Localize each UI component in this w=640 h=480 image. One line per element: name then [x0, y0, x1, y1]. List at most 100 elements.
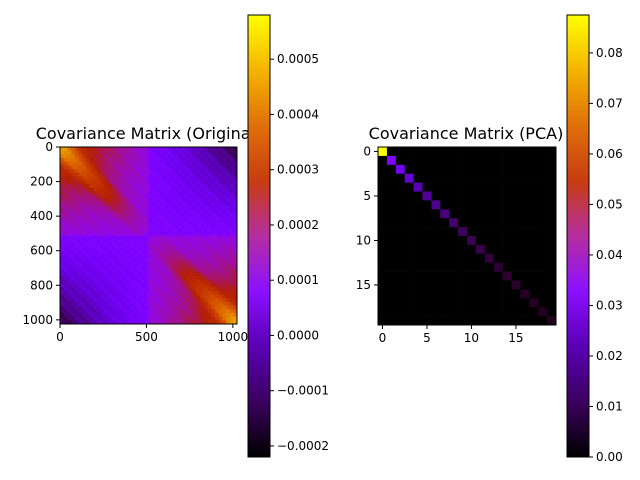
- heatmap-cell: [152, 298, 157, 303]
- heatmap-cell: [170, 312, 175, 318]
- heatmap-cell: [71, 198, 76, 203]
- heatmap-cell: [122, 250, 127, 255]
- heatmap-cell: [159, 283, 164, 288]
- heatmap-cell: [181, 191, 186, 196]
- heatmap-cell: [189, 165, 194, 170]
- heatmap-cell: [100, 183, 105, 188]
- heatmap-cell: [71, 228, 76, 233]
- heatmap-cell: [126, 283, 131, 288]
- heatmap-cell: [218, 172, 223, 177]
- heatmap-cell: [203, 228, 208, 233]
- heatmap-cell: [196, 183, 201, 188]
- heatmap-cell: [222, 265, 227, 270]
- heatmap-cell: [178, 294, 183, 299]
- heatmap-cell: [467, 307, 477, 317]
- heatmap-cell: [467, 218, 477, 228]
- heatmap-cell: [133, 261, 138, 266]
- heatmap-cell: [144, 187, 149, 192]
- heatmap-cell: [178, 154, 183, 159]
- heatmap-cell: [211, 165, 216, 170]
- heatmap-cell: [148, 253, 153, 259]
- heatmap-cell: [78, 290, 83, 295]
- heatmap-cell: [85, 250, 90, 255]
- heatmap-cell: [144, 228, 149, 233]
- heatmap-cell: [196, 283, 201, 288]
- heatmap-cell: [89, 305, 94, 310]
- heatmap-cell: [484, 191, 494, 201]
- heatmap-cell: [63, 206, 68, 211]
- heatmap-cell: [82, 272, 87, 277]
- heatmap-cell: [122, 172, 127, 177]
- heatmap-cell: [170, 290, 175, 295]
- heatmap-cell: [214, 217, 219, 222]
- heatmap-cell: [115, 209, 120, 214]
- heatmap-cell: [130, 301, 135, 306]
- heatmap-cell: [155, 194, 160, 200]
- heatmap-cell: [60, 298, 65, 303]
- heatmap-cell: [100, 180, 105, 185]
- heatmap-cell: [196, 250, 201, 255]
- heatmap-cell: [148, 276, 153, 281]
- heatmap-cell: [141, 206, 146, 211]
- heatmap-cell: [85, 235, 90, 240]
- heatmap-cell: [104, 279, 109, 284]
- heatmap-cell: [502, 147, 512, 157]
- heatmap-cell: [196, 191, 201, 196]
- heatmap-cell: [82, 180, 87, 185]
- heatmap-cell: [155, 298, 160, 303]
- heatmap-cell: [104, 309, 109, 314]
- heatmap-cell: [225, 194, 231, 200]
- heatmap-cell: [155, 272, 160, 277]
- heatmap-cell: [493, 227, 503, 237]
- heatmap-cell: [119, 239, 124, 244]
- heatmap-cell: [89, 213, 94, 218]
- heatmap-cell: [189, 206, 194, 211]
- heatmap-cell: [115, 235, 120, 240]
- heatmap-cell: [126, 213, 131, 218]
- heatmap-cell: [85, 180, 90, 185]
- heatmap-cell: [130, 158, 135, 163]
- heatmap-cell: [203, 316, 208, 321]
- heatmap-cell: [484, 262, 494, 272]
- heatmap-cell: [178, 276, 183, 281]
- heatmap-cell: [130, 320, 135, 324]
- heatmap-cell: [458, 280, 468, 290]
- heatmap-cell: [502, 271, 512, 281]
- heatmap-cell: [155, 165, 160, 170]
- heatmap-cell: [93, 150, 98, 155]
- heatmap-cell: [211, 191, 216, 196]
- heatmap-cell: [475, 289, 486, 299]
- heatmap-cell: [122, 176, 127, 181]
- heatmap-cell: [189, 239, 194, 244]
- heatmap-cell: [467, 316, 477, 326]
- heatmap-cell: [74, 235, 79, 240]
- heatmap-cell: [155, 305, 160, 310]
- heatmap-cell: [148, 176, 153, 181]
- heatmap-cell: [148, 220, 153, 225]
- heatmap-cell: [159, 180, 164, 185]
- heatmap-cell: [111, 150, 116, 155]
- heatmap-cell: [547, 227, 557, 237]
- heatmap-cell: [166, 169, 172, 174]
- heatmap-cell: [189, 180, 194, 185]
- heatmap-cell: [107, 202, 113, 207]
- heatmap-cell: [89, 268, 94, 273]
- heatmap-cell: [155, 154, 160, 159]
- heatmap-cell: [122, 253, 127, 259]
- heatmap-cell: [93, 224, 98, 229]
- heatmap-cell: [60, 309, 65, 314]
- heatmap-cell: [96, 158, 101, 163]
- heatmap-cell: [67, 239, 72, 244]
- heatmap-cell: [115, 246, 120, 251]
- heatmap-cell: [137, 265, 142, 270]
- heatmap-cell: [475, 298, 486, 308]
- heatmap-cell: [74, 257, 79, 262]
- heatmap-cell: [225, 261, 231, 266]
- heatmap-cell: [225, 191, 231, 196]
- heatmap-cell: [82, 206, 87, 211]
- heatmap-cell: [511, 191, 521, 201]
- heatmap-cell: [74, 202, 79, 207]
- heatmap-cell: [547, 182, 557, 192]
- heatmap-cell: [178, 301, 183, 306]
- heatmap-cell: [89, 257, 94, 262]
